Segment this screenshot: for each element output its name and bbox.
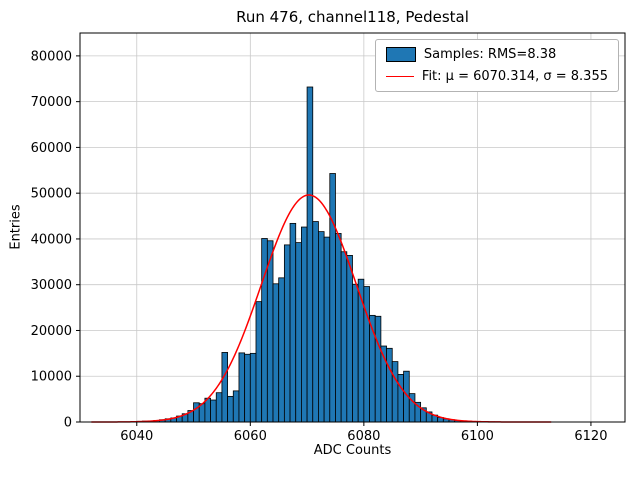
legend-label-samples: Samples: RMS=8.38 (423, 47, 557, 62)
x-tick-label: 6100 (461, 429, 494, 444)
x-tick-label: 6040 (120, 429, 153, 444)
histogram-bar (221, 352, 229, 423)
y-tick-label: 80000 (31, 49, 72, 64)
chart-title: Run 476, channel118, Pedestal (236, 8, 469, 26)
histogram-bar (323, 236, 331, 423)
histogram-bar (238, 352, 246, 423)
histogram-bar (357, 278, 365, 423)
histogram-bar (215, 392, 223, 423)
fit-curve (91, 194, 552, 423)
histogram-bar (374, 315, 382, 423)
fit-line-swatch-icon (385, 76, 414, 77)
y-tick-label: 50000 (31, 187, 72, 202)
histogram-bar (244, 353, 251, 423)
histogram-bar (391, 361, 399, 423)
histogram-bar (193, 402, 200, 423)
y-tick-label: 20000 (31, 324, 72, 339)
x-axis-label: ADC Counts (313, 443, 392, 458)
y-tick-label: 60000 (31, 141, 72, 156)
y-tick-label: 70000 (31, 95, 72, 110)
x-tick-label: 6120 (574, 429, 607, 444)
histogram-bar (283, 244, 291, 423)
histogram-bar (397, 374, 404, 423)
histogram-swatch-icon (385, 47, 416, 62)
histogram-bar (295, 242, 302, 423)
histogram-bar (306, 86, 314, 423)
histogram-bar (278, 277, 285, 423)
histogram-bar (346, 255, 353, 423)
histogram-bar (352, 283, 359, 423)
histogram-bar (335, 233, 342, 423)
histogram-bar (249, 352, 257, 423)
histogram-bar (301, 226, 308, 423)
y-tick-label: 40000 (31, 232, 72, 247)
histogram-bar (272, 283, 280, 423)
histogram-bar (227, 395, 234, 423)
legend: Samples: RMS=8.38 Fit: μ = 6070.314, σ =… (374, 39, 619, 92)
x-tick-label: 6080 (347, 429, 380, 444)
y-tick-label: 10000 (31, 370, 72, 385)
histogram-bar (210, 399, 217, 423)
legend-item-fit: Fit: μ = 6070.314, σ = 8.355 (385, 69, 608, 84)
histogram-bar (232, 390, 240, 423)
histogram-bar (204, 397, 211, 423)
histogram-bar (289, 222, 297, 423)
histogram-bar (329, 173, 336, 423)
histogram-bar (312, 221, 319, 423)
histogram-bar (340, 251, 348, 423)
axes-border (79, 32, 626, 423)
histogram-bar (261, 238, 268, 423)
y-tick-label: 30000 (31, 278, 72, 293)
histogram-bar (266, 240, 274, 423)
plot-area: 6040 6060 6080 6100 6120 0 10000 20000 30000 4000… (31, 32, 626, 444)
histogram-bar (255, 301, 263, 423)
histogram-bar (386, 347, 393, 423)
y-axis-label: Entries (8, 204, 24, 250)
x-tick-label: 6060 (234, 429, 267, 444)
legend-label-fit: Fit: μ = 6070.314, σ = 8.355 (421, 69, 608, 84)
histogram-bar (318, 231, 325, 423)
y-tick-label: 0 (64, 416, 72, 431)
legend-item-samples: Samples: RMS=8.38 (385, 47, 608, 62)
